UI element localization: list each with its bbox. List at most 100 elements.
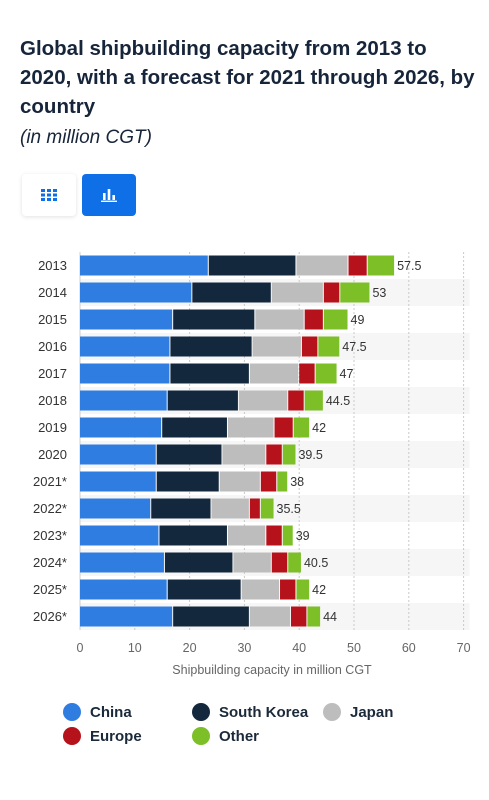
bar-segment-other[interactable] — [315, 363, 337, 384]
x-tick-label: 20 — [183, 641, 197, 655]
legend-item-europe[interactable]: Europe — [63, 727, 142, 745]
bar-segment-south-korea[interactable] — [156, 471, 219, 492]
bar-total-label: 39.5 — [298, 448, 322, 462]
bar-segment-europe[interactable] — [323, 282, 340, 303]
y-tick-label: 2013 — [38, 258, 67, 273]
bar-segment-south-korea[interactable] — [208, 255, 296, 276]
bar-segment-japan[interactable] — [222, 444, 266, 465]
bar-segment-south-korea[interactable] — [151, 498, 211, 519]
bar-segment-japan[interactable] — [233, 552, 271, 573]
y-tick-label: 2021* — [33, 474, 67, 489]
bar-segment-south-korea[interactable] — [167, 579, 241, 600]
bar-segment-japan[interactable] — [211, 498, 249, 519]
bar-total-label: 35.5 — [277, 502, 301, 516]
bar-segment-china[interactable] — [80, 525, 159, 546]
bar-segment-europe[interactable] — [260, 471, 277, 492]
bar-segment-europe[interactable] — [301, 336, 318, 357]
bar-segment-south-korea[interactable] — [156, 444, 222, 465]
bar-segment-japan[interactable] — [238, 390, 288, 411]
bar-segment-other[interactable] — [323, 309, 348, 330]
legend-item-south-korea[interactable]: South Korea — [192, 703, 308, 721]
x-tick-label: 60 — [402, 641, 416, 655]
x-tick-label: 0 — [77, 641, 84, 655]
y-tick-label: 2019 — [38, 420, 67, 435]
bar-segment-other[interactable] — [282, 525, 293, 546]
bar-segment-japan[interactable] — [252, 336, 301, 357]
legend-item-other[interactable]: Other — [192, 727, 259, 745]
bar-segment-other[interactable] — [304, 390, 323, 411]
y-tick-label: 2024* — [33, 555, 67, 570]
bar-segment-other[interactable] — [296, 579, 310, 600]
bar-segment-china[interactable] — [80, 417, 162, 438]
y-tick-label: 2026* — [33, 609, 67, 624]
bar-segment-china[interactable] — [80, 336, 170, 357]
bar-segment-china[interactable] — [80, 444, 156, 465]
bar-segment-china[interactable] — [80, 498, 151, 519]
bar-segment-china[interactable] — [80, 309, 173, 330]
bar-segment-other[interactable] — [293, 417, 310, 438]
legend-swatch — [323, 703, 341, 721]
bar-segment-europe[interactable] — [266, 444, 282, 465]
bar-total-label: 47.5 — [342, 340, 366, 354]
bar-total-label: 49 — [351, 313, 365, 327]
bar-segment-south-korea[interactable] — [159, 525, 227, 546]
bar-segment-japan[interactable] — [255, 309, 304, 330]
bar-segment-other[interactable] — [307, 606, 321, 627]
bar-segment-japan[interactable] — [227, 417, 274, 438]
bar-segment-japan[interactable] — [271, 282, 323, 303]
bar-segment-south-korea[interactable] — [164, 552, 233, 573]
bar-segment-south-korea[interactable] — [170, 363, 249, 384]
bar-segment-europe[interactable] — [274, 417, 293, 438]
bar-segment-europe[interactable] — [348, 255, 367, 276]
bar-segment-europe[interactable] — [271, 552, 288, 573]
chart-legend: China South Korea Japan Europe Other — [0, 700, 489, 770]
bar-segment-japan[interactable] — [296, 255, 348, 276]
bar-total-label: 42 — [312, 583, 326, 597]
bar-segment-europe[interactable] — [266, 525, 282, 546]
chart-subtitle: (in million CGT) — [20, 127, 152, 148]
legend-item-japan[interactable]: Japan — [323, 703, 393, 721]
bar-segment-south-korea[interactable] — [162, 417, 227, 438]
bar-segment-china[interactable] — [80, 282, 192, 303]
bar-segment-china[interactable] — [80, 390, 167, 411]
chart-title: Global shipbuilding capacity from 2013 t… — [20, 37, 475, 118]
y-tick-label: 2022* — [33, 501, 67, 516]
bar-total-label: 44.5 — [326, 394, 350, 408]
bar-segment-other[interactable] — [260, 498, 274, 519]
chart-view-button[interactable] — [82, 174, 136, 216]
legend-item-china[interactable]: China — [63, 703, 132, 721]
table-view-button[interactable] — [22, 174, 76, 216]
table-grid-icon — [41, 189, 57, 201]
bar-segment-south-korea[interactable] — [167, 390, 238, 411]
stacked-bar-chart: 201320142015201620172018201920202021*202… — [33, 252, 471, 677]
bar-segment-europe[interactable] — [288, 390, 304, 411]
bar-segment-japan[interactable] — [219, 471, 260, 492]
bar-segment-europe[interactable] — [249, 498, 260, 519]
bar-segment-china[interactable] — [80, 579, 167, 600]
bar-segment-europe[interactable] — [299, 363, 315, 384]
bar-segment-other[interactable] — [277, 471, 288, 492]
bar-segment-china[interactable] — [80, 363, 170, 384]
bar-segment-south-korea[interactable] — [173, 606, 249, 627]
bar-segment-other[interactable] — [367, 255, 395, 276]
bar-segment-south-korea[interactable] — [170, 336, 252, 357]
bar-segment-europe[interactable] — [280, 579, 296, 600]
bar-segment-china[interactable] — [80, 552, 164, 573]
y-tick-label: 2015 — [38, 312, 67, 327]
bar-segment-japan[interactable] — [241, 579, 280, 600]
bar-segment-japan[interactable] — [249, 606, 290, 627]
bar-segment-europe[interactable] — [290, 606, 307, 627]
bar-segment-china[interactable] — [80, 255, 208, 276]
bar-segment-china[interactable] — [80, 471, 156, 492]
bar-segment-japan[interactable] — [249, 363, 299, 384]
bar-segment-other[interactable] — [282, 444, 296, 465]
bar-segment-other[interactable] — [340, 282, 370, 303]
legend-label: Japan — [350, 703, 394, 721]
bar-segment-other[interactable] — [288, 552, 301, 573]
bar-segment-other[interactable] — [318, 336, 340, 357]
bar-segment-south-korea[interactable] — [192, 282, 271, 303]
bar-segment-europe[interactable] — [304, 309, 323, 330]
bar-segment-japan[interactable] — [227, 525, 266, 546]
bar-segment-china[interactable] — [80, 606, 173, 627]
bar-segment-south-korea[interactable] — [173, 309, 255, 330]
